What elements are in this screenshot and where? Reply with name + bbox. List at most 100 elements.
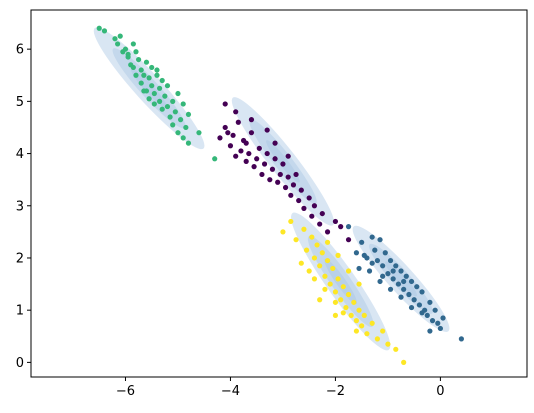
point-teal-18 bbox=[406, 291, 412, 298]
point-green-25 bbox=[156, 85, 163, 91]
point-teal-1 bbox=[353, 250, 360, 256]
point-yellow-41 bbox=[335, 252, 341, 258]
point-green-1 bbox=[101, 28, 108, 34]
ellipse-purple-level-3 bbox=[266, 140, 300, 183]
ellipse-purple-level-1 bbox=[231, 97, 335, 226]
y-tick-label: 0 bbox=[16, 356, 24, 371]
point-green-46 bbox=[125, 51, 131, 57]
point-teal-4 bbox=[369, 234, 375, 240]
point-yellow-4 bbox=[303, 247, 310, 253]
point-purple-5 bbox=[235, 119, 241, 125]
point-purple-20 bbox=[275, 179, 281, 185]
point-green-4 bbox=[117, 33, 123, 39]
point-purple-45 bbox=[285, 153, 291, 159]
y-tick-label: 3 bbox=[16, 199, 24, 214]
point-purple-31 bbox=[306, 195, 312, 201]
point-purple-28 bbox=[296, 197, 302, 204]
point-yellow-7 bbox=[314, 242, 320, 248]
point-yellow-38 bbox=[317, 297, 323, 303]
point-teal-32 bbox=[356, 265, 362, 272]
point-yellow-34 bbox=[322, 286, 328, 292]
point-purple-41 bbox=[233, 109, 239, 115]
point-teal-13 bbox=[393, 263, 399, 269]
point-teal-29 bbox=[435, 320, 441, 326]
ellipse-teal-level-1 bbox=[352, 225, 450, 332]
point-yellow-2 bbox=[293, 237, 299, 243]
point-green-42 bbox=[185, 140, 192, 146]
point-green-15 bbox=[141, 72, 147, 78]
point-yellow-28 bbox=[374, 336, 381, 342]
point-yellow-42 bbox=[345, 268, 352, 274]
point-yellow-40 bbox=[324, 239, 331, 245]
point-green-35 bbox=[172, 109, 178, 115]
series-purple bbox=[217, 101, 352, 243]
point-teal-22 bbox=[416, 302, 423, 308]
point-purple-38 bbox=[338, 224, 344, 230]
point-yellow-14 bbox=[332, 289, 339, 295]
point-yellow-17 bbox=[340, 284, 346, 290]
point-green-38 bbox=[177, 117, 184, 123]
point-purple-23 bbox=[282, 184, 289, 191]
point-purple-11 bbox=[251, 164, 257, 170]
y-tick-label: 5 bbox=[16, 95, 24, 110]
point-green-40 bbox=[180, 101, 186, 107]
point-purple-14 bbox=[259, 171, 265, 178]
point-yellow-10 bbox=[322, 273, 328, 279]
point-teal-40 bbox=[369, 260, 375, 266]
point-purple-12 bbox=[254, 156, 260, 162]
point-green-9 bbox=[130, 64, 136, 71]
point-yellow-37 bbox=[353, 328, 360, 334]
point-purple-21 bbox=[277, 171, 283, 178]
point-purple-42 bbox=[248, 117, 255, 123]
point-yellow-12 bbox=[327, 281, 333, 287]
point-green-6 bbox=[122, 46, 129, 52]
point-purple-2 bbox=[227, 143, 234, 149]
point-teal-26 bbox=[427, 299, 433, 305]
point-yellow-25 bbox=[361, 312, 367, 318]
point-purple-30 bbox=[301, 205, 307, 211]
point-purple-4 bbox=[233, 153, 239, 159]
point-purple-16 bbox=[264, 150, 270, 157]
point-teal-28 bbox=[432, 307, 438, 313]
point-green-29 bbox=[162, 93, 168, 99]
x-axis: −6 −4 −2 0 bbox=[116, 377, 445, 399]
point-purple-40 bbox=[222, 101, 228, 107]
point-teal-41 bbox=[380, 273, 386, 279]
point-yellow-9 bbox=[319, 250, 325, 256]
point-purple-24 bbox=[285, 174, 291, 180]
point-purple-34 bbox=[317, 221, 323, 227]
point-teal-39 bbox=[361, 252, 367, 258]
point-purple-25 bbox=[288, 192, 294, 198]
point-green-0 bbox=[96, 25, 102, 31]
ellipse-purple-level-2 bbox=[249, 118, 317, 204]
y-tick-label: 6 bbox=[16, 43, 24, 58]
point-green-33 bbox=[170, 98, 176, 104]
point-yellow-26 bbox=[364, 331, 370, 337]
ellipse-teal-level-2 bbox=[369, 243, 433, 314]
ellipse-purple bbox=[231, 97, 335, 226]
point-teal-6 bbox=[374, 257, 381, 264]
point-purple-3 bbox=[230, 132, 236, 138]
point-teal-7 bbox=[377, 237, 383, 243]
point-purple-9 bbox=[246, 150, 252, 157]
point-teal-42 bbox=[390, 268, 396, 274]
point-yellow-15 bbox=[335, 276, 341, 282]
point-teal-11 bbox=[387, 257, 394, 264]
point-teal-2 bbox=[359, 239, 365, 245]
point-yellow-21 bbox=[351, 299, 357, 305]
point-yellow-35 bbox=[332, 299, 339, 305]
point-purple-35 bbox=[319, 210, 325, 217]
point-teal-45 bbox=[427, 328, 433, 334]
point-yellow-39 bbox=[306, 268, 312, 274]
point-green-22 bbox=[151, 90, 157, 97]
x-tick-label: −6 bbox=[116, 384, 135, 399]
point-teal-31 bbox=[440, 315, 446, 321]
point-purple-6 bbox=[238, 148, 244, 154]
point-green-10 bbox=[130, 41, 136, 47]
point-green-41 bbox=[183, 124, 189, 131]
point-yellow-29 bbox=[380, 328, 386, 334]
point-teal-15 bbox=[398, 268, 404, 274]
point-yellow-30 bbox=[385, 341, 391, 347]
ellipse-green-level-1 bbox=[93, 27, 205, 150]
point-teal-5 bbox=[372, 247, 378, 253]
